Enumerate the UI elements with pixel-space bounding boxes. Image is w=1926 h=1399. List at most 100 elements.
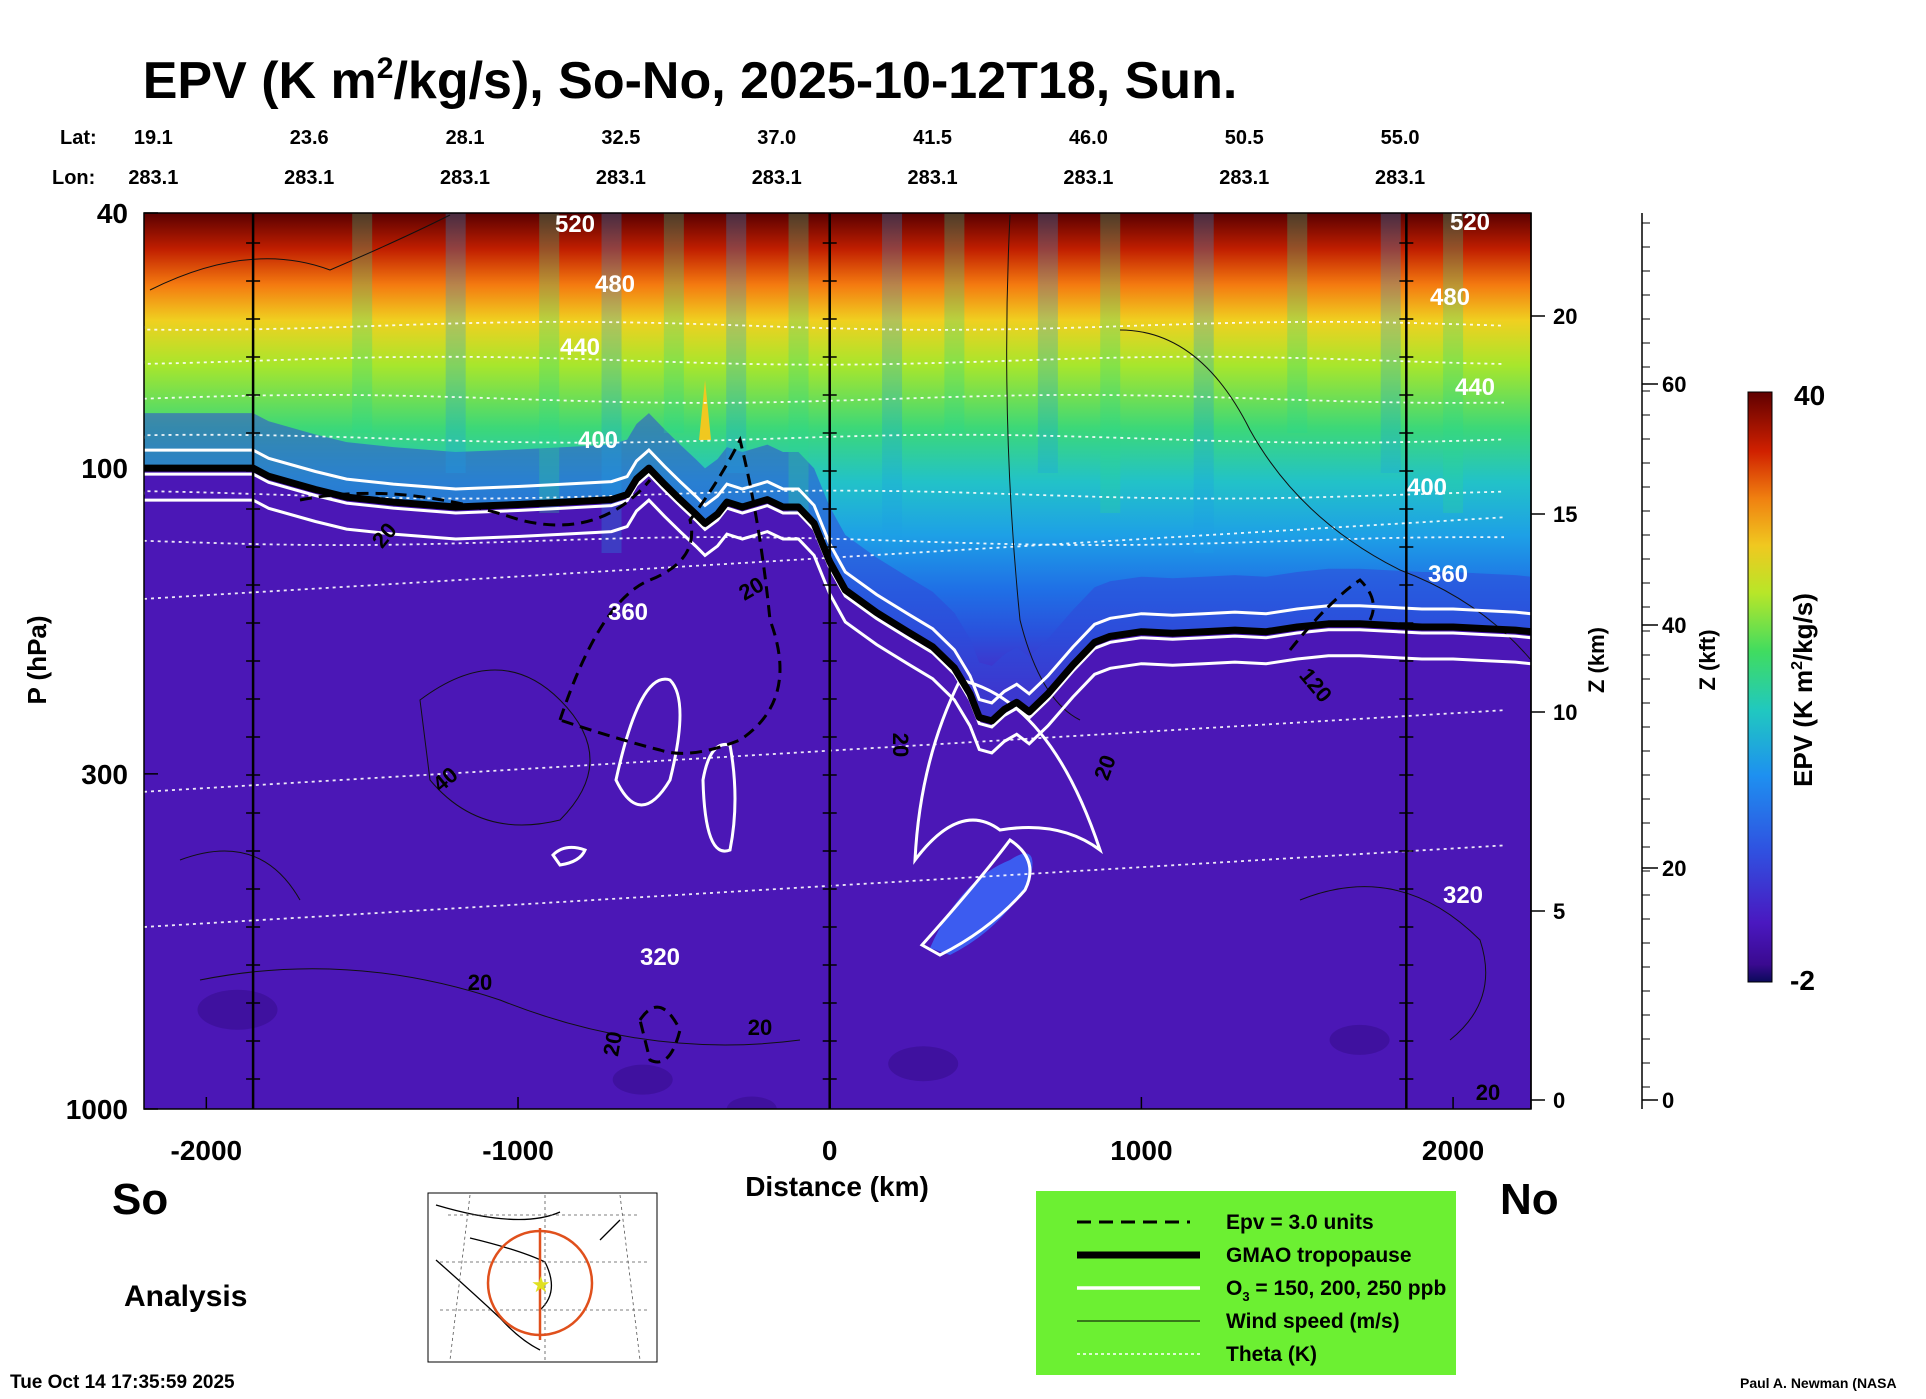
epv-dashed-contours: [299, 435, 1375, 1064]
wind-contour: [199, 968, 801, 1046]
vertical-lines: [246, 213, 1414, 1109]
theta-label: 440: [1455, 374, 1495, 401]
theta-label: 400: [1407, 474, 1447, 501]
lat-value: 41.5: [913, 127, 952, 149]
colorbar-max: 40: [1794, 380, 1825, 411]
lower-strat-band: [144, 413, 1531, 721]
z-km-tick-label: 10: [1553, 700, 1577, 725]
north-label: No: [1500, 1175, 1559, 1224]
epv-streak: [352, 213, 373, 433]
theta-label: 520: [555, 211, 595, 238]
inset-map: ★: [427, 1192, 658, 1363]
wind-label: 20: [888, 733, 913, 757]
lon-value: 283.1: [752, 167, 802, 189]
epv-streak: [882, 213, 903, 553]
epv-streak: [1100, 213, 1121, 513]
lon-value: 283.1: [284, 167, 334, 189]
epv-streak: [445, 213, 466, 473]
z-km-tick-label: 5: [1553, 899, 1565, 924]
ozone-contour: [919, 837, 1032, 957]
wind-contour: [179, 850, 301, 901]
wind-contour: [1119, 329, 1531, 661]
timestamp: Tue Oct 14 17:35:59 2025: [10, 1372, 235, 1393]
dark-patch: [197, 989, 278, 1030]
x-tick-label: -2000: [171, 1135, 243, 1166]
x-tick-label: -1000: [482, 1135, 554, 1166]
theta-label: 360: [608, 599, 648, 626]
epv-streak: [539, 213, 560, 513]
lat-value: 32.5: [601, 127, 640, 149]
chart-title: EPV (K m2/kg/s), So-No, 2025-10-12T18, S…: [143, 52, 1238, 110]
lat-value: 55.0: [1381, 127, 1420, 149]
ozone-contour: [144, 448, 1531, 705]
center-star-icon: ★: [531, 1272, 551, 1297]
colorbar-label: EPV (K m2/kg/s): [1788, 593, 1818, 787]
fold-blob: [930, 853, 1033, 955]
lat-value: 19.1: [134, 127, 173, 149]
epv-streaks: [352, 213, 1464, 553]
lat-value: 50.5: [1225, 127, 1264, 149]
y-tick-label: 300: [81, 759, 128, 790]
wind-contour: [419, 669, 591, 826]
wind-label: 20: [1476, 1080, 1500, 1105]
wind-contour: [1299, 886, 1487, 1041]
wind-label: 20: [468, 970, 492, 995]
lon-value: 283.1: [908, 167, 958, 189]
legend-item-tropopause: GMAO tropopause: [1226, 1244, 1412, 1267]
theta-label: 360: [1428, 561, 1468, 588]
epv-streak: [1287, 213, 1308, 433]
ozone-contour: [551, 845, 587, 867]
epv-dashed-contour: [638, 1005, 682, 1064]
y-axis-label: P (hPa): [22, 615, 52, 704]
z-km-axis: 0 5 10 15 20: [1530, 213, 1577, 1113]
lon-value: 283.1: [1219, 167, 1269, 189]
lon-value: 283.1: [440, 167, 490, 189]
legend-item-ozone: O3 = 150, 200, 250 ppb: [1226, 1277, 1446, 1304]
credit: Paul A. Newman (NASA: [1740, 1375, 1897, 1391]
troposphere-fill: [144, 413, 1531, 1109]
x-tick-label: 0: [822, 1135, 838, 1166]
theta-line: [144, 516, 1505, 600]
analysis-label: Analysis: [124, 1280, 247, 1313]
y-axis: 40 100 300 1000: [66, 198, 158, 1125]
wind-contour: [149, 214, 451, 291]
south-label: So: [112, 1175, 168, 1224]
tropopause-path: [144, 464, 1531, 725]
lat-lon-labels: 19.1 283.1 23.6 283.1 28.1 283.1 32.5 283.1 37.0…: [128, 127, 1425, 189]
x-axis-label: Distance (km): [745, 1171, 929, 1202]
y-tick-label: 1000: [66, 1094, 128, 1125]
legend: Epv = 3.0 units GMAO tropopause O3 = 150…: [1036, 1191, 1456, 1375]
theta-line: [144, 433, 1505, 444]
z-kft-tick-label: 20: [1662, 856, 1686, 881]
epv-streak: [944, 213, 965, 433]
theta-line: [144, 709, 1505, 793]
theta-line: [144, 844, 1505, 928]
theta-line: [144, 355, 1505, 366]
dark-patch: [612, 1064, 673, 1095]
troposphere-region: [144, 468, 1531, 1109]
lon-value: 283.1: [1063, 167, 1113, 189]
z-km-tick-label: 20: [1553, 304, 1577, 329]
y-tick-label: 40: [97, 198, 128, 229]
lon-row-label: Lon:: [52, 167, 95, 189]
theta-label: 400: [578, 427, 618, 454]
theta-label: 320: [1443, 882, 1483, 909]
ozone-contour: [614, 677, 682, 807]
lon-value: 283.1: [596, 167, 646, 189]
epv-streak: [601, 213, 622, 553]
tropopause-line: [144, 464, 1531, 725]
ozone-contour: [144, 498, 1531, 755]
z-kft-label: Z (kft): [1695, 629, 1720, 690]
epv-streak: [1193, 213, 1214, 553]
legend-item-wind: Wind speed (m/s): [1226, 1310, 1400, 1333]
dark-patch: [726, 1096, 777, 1109]
theta-label: 480: [595, 271, 635, 298]
epv-dashed-contour: [1288, 578, 1375, 651]
wind-contours: [149, 214, 1531, 1046]
z-kft-tick-label: 60: [1662, 372, 1686, 397]
epv-streak: [788, 213, 809, 513]
ozone-contour: [144, 472, 1531, 729]
epv-streak: [726, 213, 747, 473]
theta-line: [144, 393, 1505, 404]
